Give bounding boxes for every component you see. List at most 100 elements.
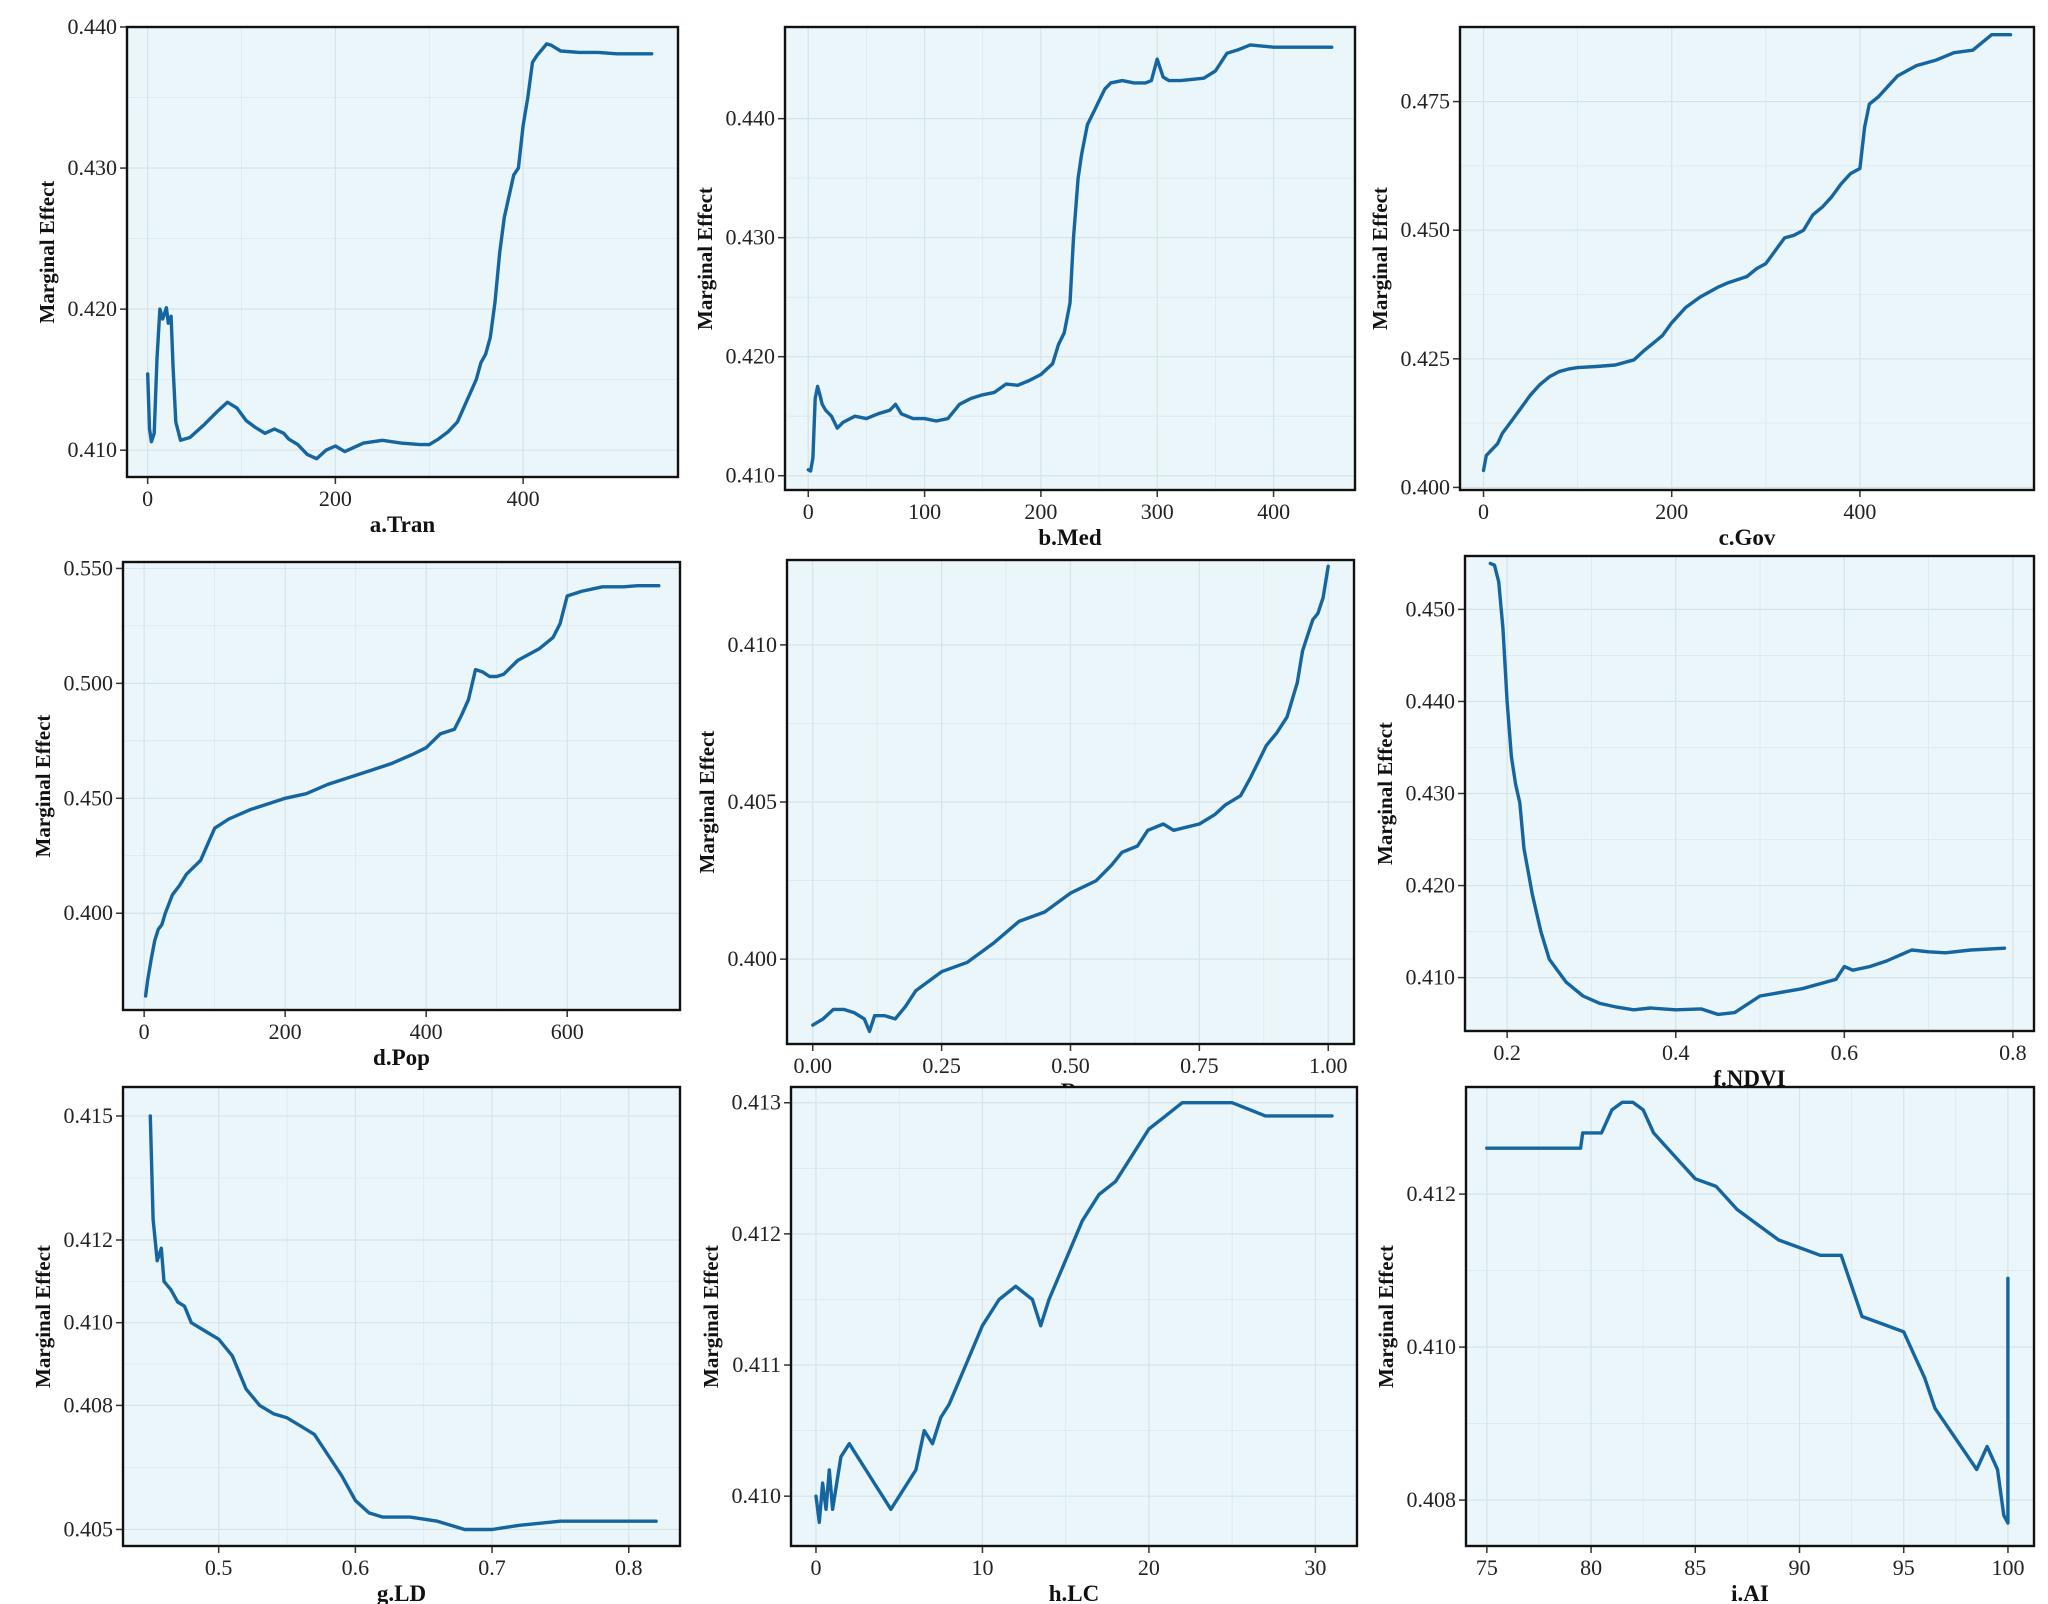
panel-d: 0 200 400 600 0.400 0.450 0.500 0.550 d.Pop Margi… <box>31 555 682 1070</box>
x-tick-label: 0 <box>142 486 153 511</box>
series-line-f <box>1488 561 2007 1017</box>
y-tick-label: 0.440 <box>68 14 118 39</box>
y-tick-label: 0.420 <box>726 344 776 369</box>
x-tick-label: 200 <box>269 1019 302 1044</box>
x-tick-label: 0.25 <box>922 1053 961 1078</box>
x-axis-title: h.LC <box>1049 1581 1100 1604</box>
y-tick-label: 0.408 <box>1407 1487 1457 1512</box>
y-tick-label: 0.415 <box>64 1103 114 1128</box>
y-tick-label: 0.412 <box>1407 1181 1457 1206</box>
y-tick-label: 0.412 <box>732 1221 782 1246</box>
x-tick-label: 0.6 <box>1831 1040 1859 1065</box>
y-tick-label: 0.500 <box>64 670 114 695</box>
series-line-i <box>1485 1100 2010 1525</box>
x-tick-label: 10 <box>971 1555 993 1580</box>
panel-border <box>1464 1085 2036 1548</box>
x-tick-label: 1.00 <box>1309 1053 1348 1078</box>
x-tick-label: 0.2 <box>1493 1040 1521 1065</box>
y-tick-label: 0.410 <box>728 632 778 657</box>
y-tick-label: 0.450 <box>64 785 114 810</box>
y-tick-label: 0.405 <box>728 789 778 814</box>
plot-background <box>785 27 1355 490</box>
plot-background <box>127 27 678 477</box>
series-line-g <box>148 1114 658 1532</box>
panel-a: 0 200 400 0.410 0.420 0.430 0.440 a.Tran Margina… <box>35 14 680 537</box>
y-tick-label: 0.408 <box>64 1392 114 1417</box>
x-tick-label: 100 <box>1991 1555 2024 1580</box>
y-tick-label: 0.440 <box>726 106 776 131</box>
x-tick-label: 0 <box>810 1555 821 1580</box>
x-tick-label: 0 <box>139 1019 150 1044</box>
y-tick-label: 0.400 <box>728 946 778 971</box>
y-axis-title: Marginal Effect <box>1373 722 1397 865</box>
y-tick-label: 0.410 <box>1406 965 1456 990</box>
x-tick-label: 0 <box>803 499 814 524</box>
panel-e: 0.000.250.500.751.000.4000.4050.410e.Res… <box>695 558 1356 1104</box>
series-line-h <box>814 1100 1334 1525</box>
x-axis-title: i.AI <box>1731 1581 1769 1604</box>
plot-background <box>123 562 680 1010</box>
series-line-b <box>806 43 1334 473</box>
x-tick-label: 0.7 <box>478 1555 506 1580</box>
panel-border <box>125 25 680 479</box>
y-tick-label: 0.450 <box>1406 596 1456 621</box>
y-axis-title: Marginal Effect <box>693 187 717 330</box>
x-tick-label: 0.8 <box>615 1555 643 1580</box>
plot-background <box>1466 1087 2034 1546</box>
y-axis-title: Marginal Effect <box>31 715 55 858</box>
y-tick-label: 0.412 <box>64 1227 114 1252</box>
panel-border <box>789 1085 1359 1548</box>
y-tick-label: 0.410 <box>64 1310 114 1335</box>
y-tick-label: 0.400 <box>64 900 114 925</box>
y-tick-label: 0.410 <box>726 463 776 488</box>
x-tick-label: 400 <box>1257 499 1290 524</box>
y-tick-label: 0.400 <box>1401 474 1451 499</box>
y-axis-title: Marginal Effect <box>699 1245 723 1388</box>
panel-g: 0.5 0.6 0.7 0.8 0.405 0.408 0.410 0.412 0.415 g.L… <box>31 1085 682 1604</box>
x-tick-label: 400 <box>410 1019 443 1044</box>
x-tick-label: 85 <box>1684 1555 1706 1580</box>
y-tick-label: 0.410 <box>1407 1334 1457 1359</box>
panel-h: 0 10 20 30 0.410 0.411 0.412 0.413 h.LC Marginal … <box>699 1085 1359 1604</box>
x-axis-title: g.LD <box>377 1581 426 1604</box>
x-tick-label: 0.8 <box>1999 1040 2027 1065</box>
panel-border <box>1458 25 2036 492</box>
series-line-a <box>145 42 654 461</box>
series-line-d <box>143 584 661 998</box>
x-tick-label: 200 <box>319 486 352 511</box>
y-axis-title: Marginal Effect <box>35 181 59 324</box>
y-tick-label: 0.425 <box>1401 346 1451 371</box>
y-tick-label: 0.430 <box>1406 781 1456 806</box>
panel-f: 0.2 0.4 0.6 0.80.4100.4200.4300.4400.450f.N… <box>1373 554 2036 1091</box>
panel-b: 0 100 200 300 400 0.410 0.420 0.430 0.440 b.Med Ma… <box>693 25 1357 550</box>
y-tick-label: 0.550 <box>64 555 114 580</box>
y-tick-label: 0.430 <box>726 225 776 250</box>
x-tick-label: 0.50 <box>1051 1053 1090 1078</box>
x-tick-label: 95 <box>1893 1555 1915 1580</box>
y-tick-label: 0.405 <box>64 1516 114 1541</box>
x-tick-label: 600 <box>551 1019 584 1044</box>
y-tick-label: 0.430 <box>68 155 118 180</box>
x-tick-label: 200 <box>1655 499 1688 524</box>
x-tick-label: 0.75 <box>1180 1053 1219 1078</box>
x-tick-label: 0.00 <box>794 1053 833 1078</box>
x-tick-label: 400 <box>1843 499 1876 524</box>
x-tick-label: 90 <box>1789 1555 1811 1580</box>
x-tick-label: 100 <box>908 499 941 524</box>
x-tick-label: 0.4 <box>1662 1040 1690 1065</box>
x-tick-label: 300 <box>1141 499 1174 524</box>
series-line-e <box>811 564 1330 1034</box>
panel-border <box>785 558 1356 1046</box>
y-tick-label: 0.413 <box>732 1090 782 1115</box>
panel-i: 75 80 85 90 95 100 0.408 0.410 0.412 i.AI Marginal… <box>1374 1085 2036 1604</box>
x-tick-label: 0.6 <box>342 1555 370 1580</box>
y-axis-title: Marginal Effect <box>31 1245 55 1388</box>
x-tick-label: 80 <box>1580 1555 1602 1580</box>
y-tick-label: 0.410 <box>732 1483 782 1508</box>
x-tick-label: 0.5 <box>205 1555 233 1580</box>
plot-background <box>1460 27 2034 490</box>
y-axis-title: Marginal Effect <box>1374 1245 1398 1388</box>
x-tick-label: 400 <box>507 486 540 511</box>
y-tick-label: 0.420 <box>1406 873 1456 898</box>
y-axis-title: Marginal Effect <box>695 731 719 874</box>
